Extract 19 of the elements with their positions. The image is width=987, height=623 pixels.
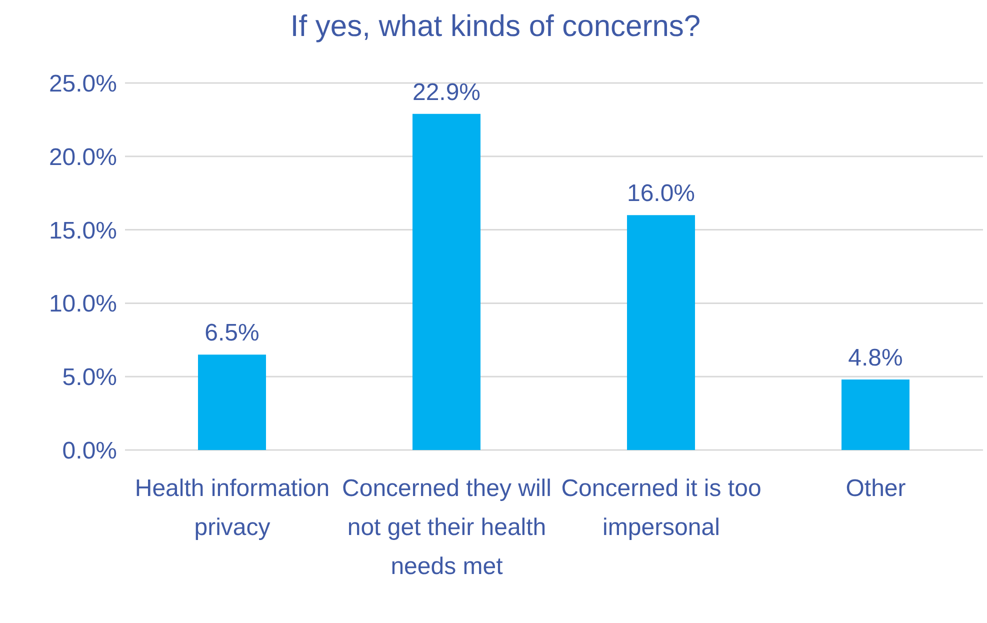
chart-title: If yes, what kinds of concerns?: [289, 10, 702, 44]
data-label: 22.9%: [412, 78, 481, 106]
y-tick-label: 20.0%: [48, 144, 117, 171]
bar: [412, 114, 480, 450]
bar: [842, 380, 910, 450]
bar: [627, 215, 695, 450]
data-label: 16.0%: [626, 180, 696, 208]
y-tick-label: 15.0%: [48, 217, 117, 244]
y-tick-label: 25.0%: [48, 70, 117, 98]
y-tick-label: 10.0%: [48, 290, 117, 318]
x-tick-label: Health information privacy: [134, 475, 330, 541]
x-tick-label: Other: [846, 475, 906, 502]
y-tick-label: 0.0%: [62, 438, 117, 465]
x-tick-label: Concerned they will not get their health needs met: [342, 475, 552, 580]
data-label: 4.8%: [848, 344, 903, 372]
y-tick-label: 5.0%: [62, 364, 117, 392]
data-label: 6.5%: [204, 320, 260, 347]
x-tick-label: Concerned it is too impersonal: [561, 475, 762, 541]
bar: [198, 354, 266, 450]
